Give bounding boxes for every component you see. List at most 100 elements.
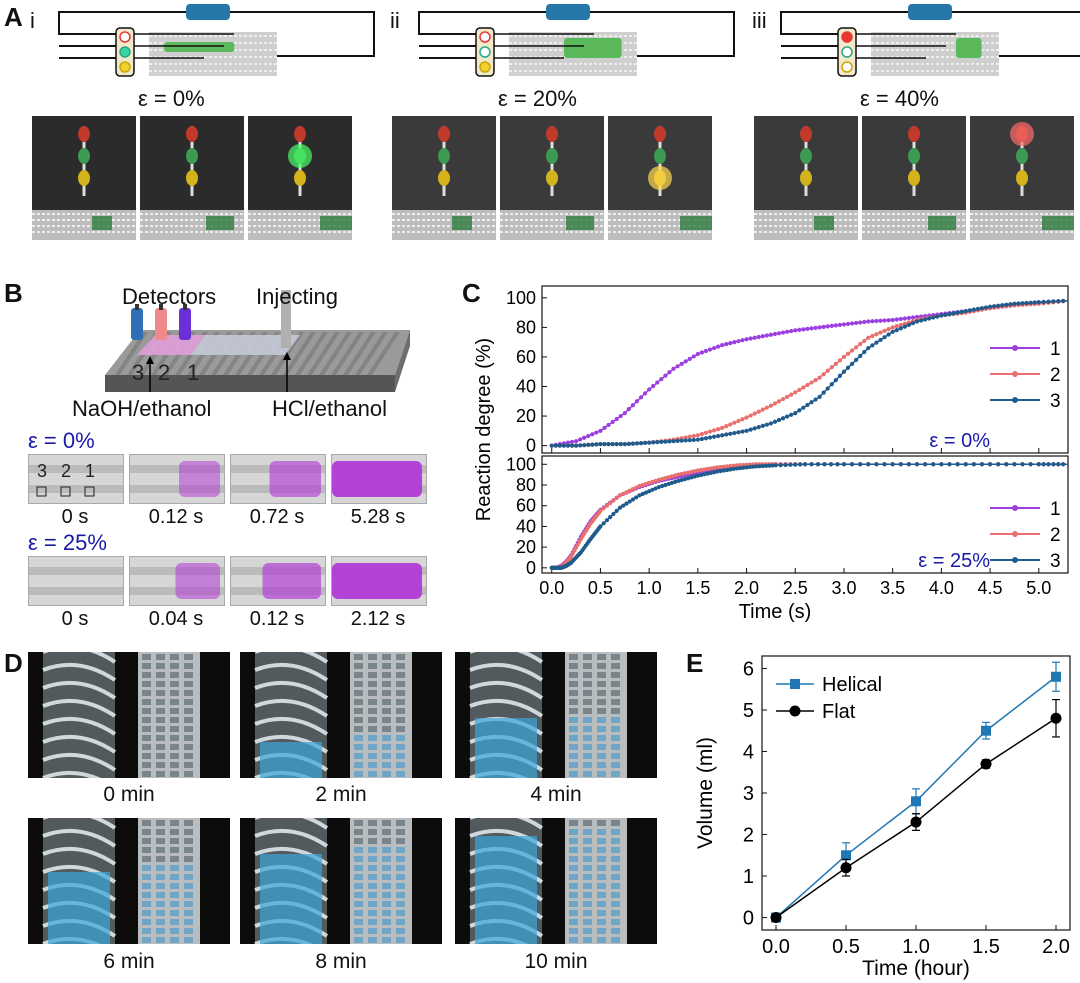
data-point [878, 330, 883, 335]
data-point [679, 477, 684, 483]
data-point [802, 462, 808, 467]
data-point [594, 430, 599, 435]
data-point [817, 325, 822, 330]
data-point [601, 521, 606, 526]
data-point [783, 462, 788, 468]
data-point [768, 403, 774, 408]
data-point [829, 365, 834, 370]
data-point [980, 758, 992, 770]
data-point [815, 462, 821, 467]
data-point [643, 490, 649, 495]
data-point [764, 405, 769, 410]
data-point [890, 329, 895, 334]
data-point [705, 466, 710, 472]
naoh-label: NaOH/ethanol [72, 396, 212, 421]
data-point [862, 349, 867, 355]
led-photo [32, 116, 136, 240]
data-point [618, 413, 623, 419]
svg-text:2: 2 [61, 461, 71, 481]
y-tick-label: 80 [516, 317, 536, 337]
data-point [1056, 299, 1061, 304]
data-point [809, 400, 814, 405]
data-point [841, 369, 847, 374]
data-point [549, 443, 554, 448]
data-point [721, 468, 726, 473]
data-point [793, 328, 798, 333]
data-point [602, 442, 607, 447]
x-tick-label: 0.5 [588, 578, 613, 598]
data-point [748, 427, 753, 432]
data-point [870, 333, 875, 339]
data-point [699, 436, 705, 442]
data-point [707, 435, 713, 440]
reaction-photo [129, 454, 225, 504]
data-point [740, 338, 745, 343]
data-point [621, 503, 626, 508]
time-caption: 0 s [61, 506, 89, 528]
data-point [793, 390, 798, 395]
data-point [1061, 462, 1066, 467]
data-point [1032, 300, 1037, 305]
data-point [707, 347, 713, 352]
data-point [695, 351, 700, 357]
data-point [849, 321, 855, 326]
data-point [955, 462, 960, 467]
data-point [1012, 301, 1017, 306]
legend-label: 3 [1050, 551, 1061, 572]
legend-label: Helical [822, 674, 882, 696]
y-tick-label: 0 [743, 908, 754, 930]
data-point [778, 463, 783, 468]
reaction-photo [230, 556, 326, 606]
data-point [1012, 462, 1017, 467]
data-point [935, 314, 940, 319]
data-point [813, 325, 818, 330]
data-point [720, 425, 725, 430]
data-point [789, 392, 794, 397]
data-point [622, 442, 627, 447]
data-point [687, 356, 692, 362]
data-point [817, 375, 822, 380]
data-point [840, 862, 852, 874]
data-point [718, 464, 723, 470]
data-point [708, 466, 713, 471]
data-point [731, 463, 736, 468]
data-point [756, 334, 761, 340]
data-point [711, 434, 717, 439]
data-point [894, 324, 899, 329]
data-point [663, 373, 668, 378]
data-point [640, 491, 645, 497]
resistor-icon [546, 4, 590, 20]
data-point [702, 472, 707, 477]
resistor-icon [908, 4, 952, 20]
data-point [955, 310, 960, 315]
data-point [606, 442, 611, 447]
channel-photo [455, 818, 657, 944]
data-point [647, 480, 652, 486]
data-point [732, 420, 737, 425]
data-point [764, 422, 769, 427]
data-point [703, 430, 709, 435]
data-point [845, 321, 851, 327]
data-point [1028, 300, 1033, 305]
data-point [598, 442, 603, 447]
data-point [854, 357, 859, 362]
panel-a-roman-2: ii [390, 8, 400, 33]
data-point [898, 326, 903, 331]
data-point [651, 440, 656, 445]
data-point [773, 463, 778, 468]
data-point [862, 338, 867, 344]
x-tick-label: 4.5 [978, 578, 1003, 598]
data-point [825, 386, 830, 391]
time-caption: 2.12 s [350, 608, 406, 630]
data-point [1051, 671, 1061, 682]
series-line-1 [551, 463, 1068, 569]
channel-photo [240, 818, 442, 944]
data-point [601, 506, 606, 511]
data-point [673, 473, 678, 478]
data-point [602, 425, 607, 430]
data-point [890, 462, 895, 467]
data-point [565, 443, 571, 448]
data-point [878, 318, 883, 323]
data-point [845, 365, 851, 370]
panel-a-label: A [4, 2, 23, 32]
